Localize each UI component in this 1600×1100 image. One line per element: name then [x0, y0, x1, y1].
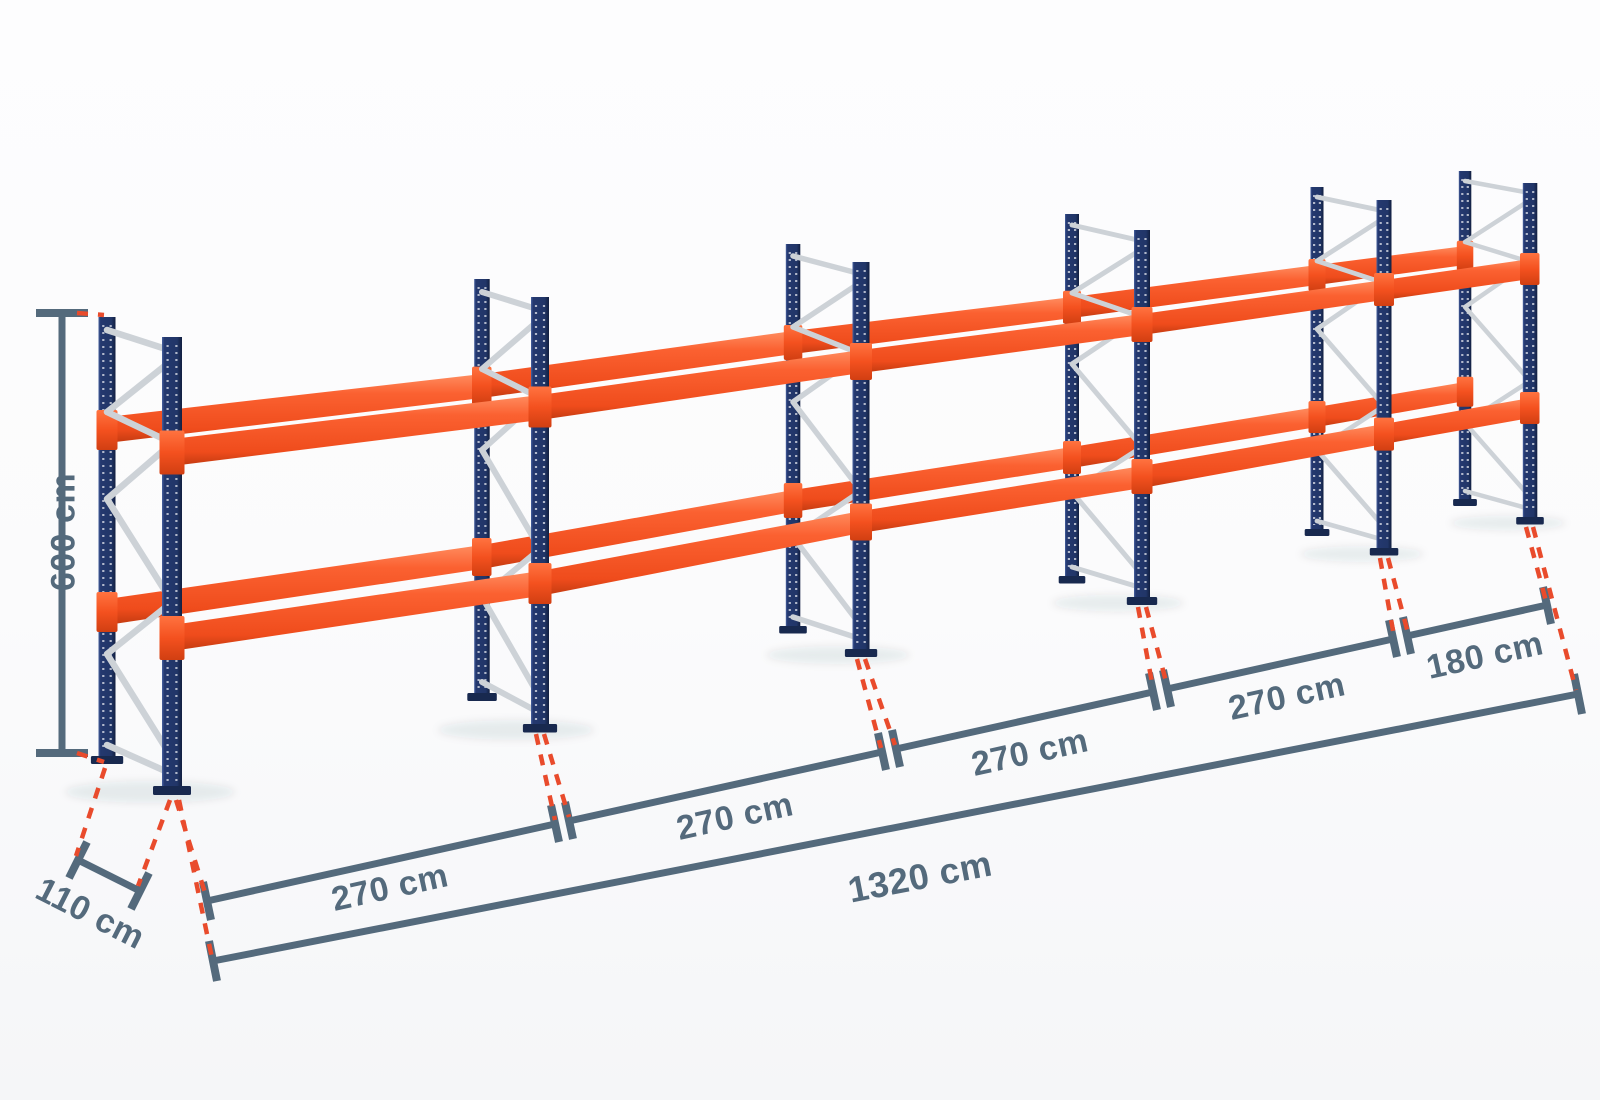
guide-dashes	[73, 310, 1579, 959]
beam-connectors	[159, 253, 1540, 660]
frame-bracing	[103, 178, 1533, 778]
dimension-lines	[36, 309, 1586, 982]
rear-beam-connectors	[96, 240, 1474, 632]
rear-uprights	[90, 171, 1477, 764]
front-beams	[172, 259, 1530, 651]
floor-shadows	[65, 515, 1566, 803]
height-dimension-label: 600 cm	[44, 472, 83, 592]
